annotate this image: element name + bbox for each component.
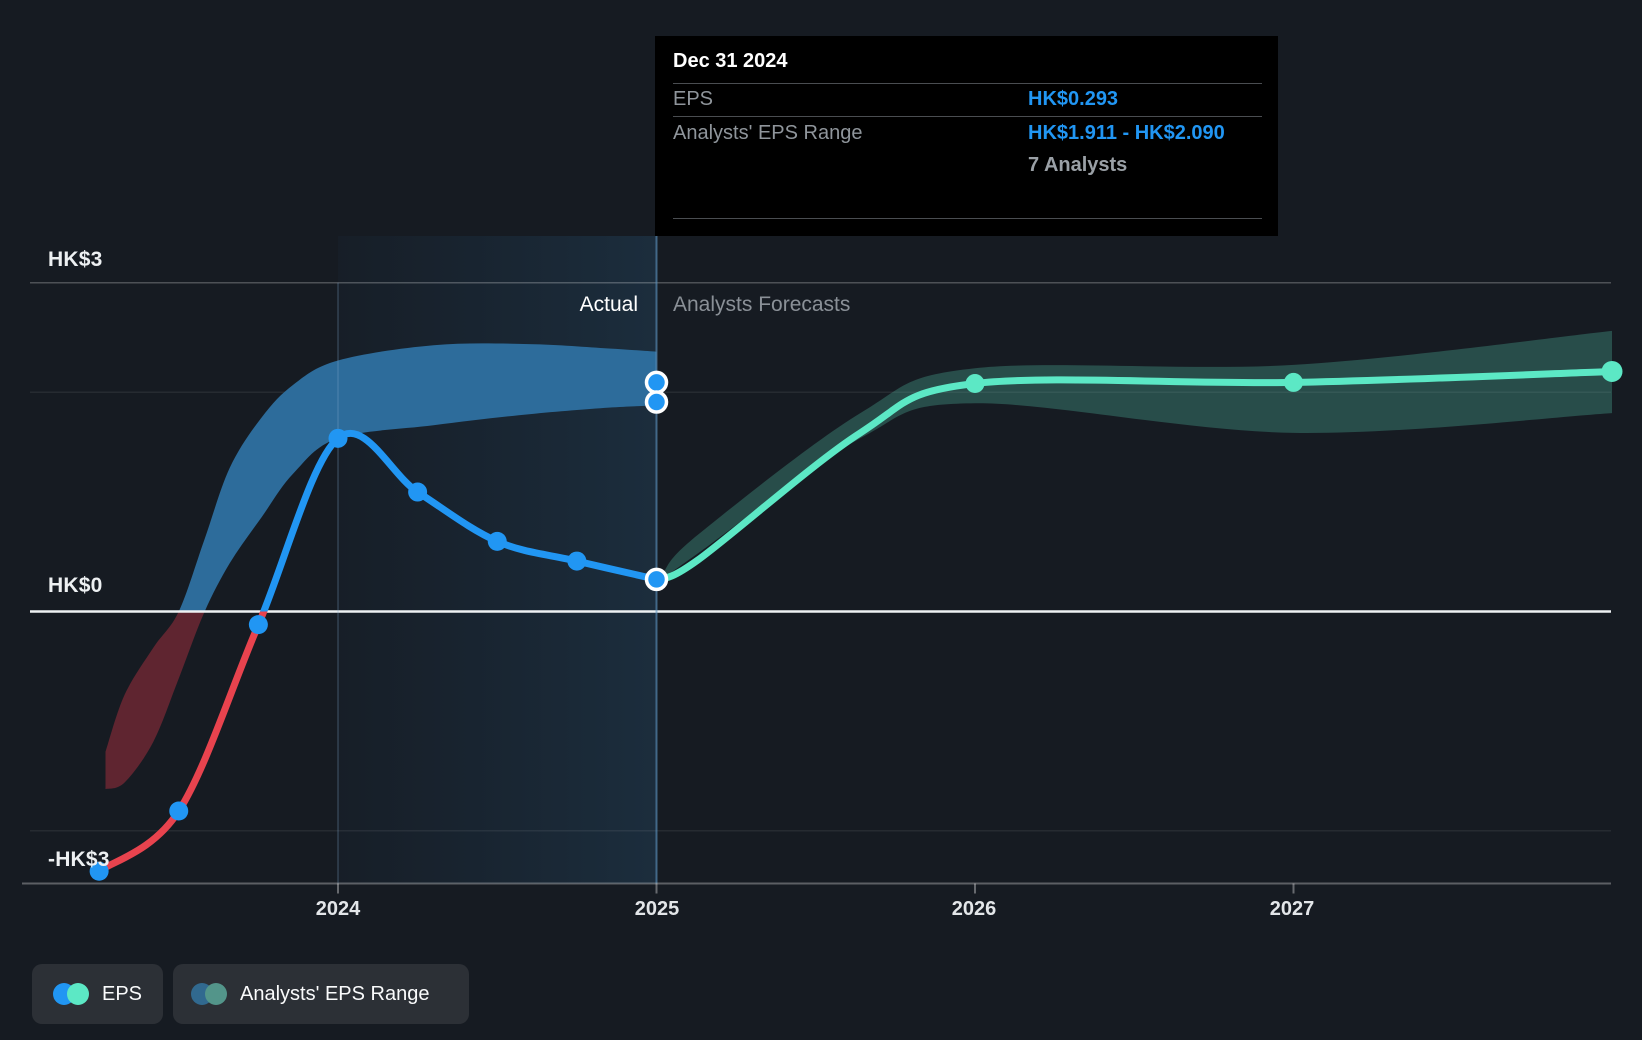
x-axis-label-2024: 2024 [315,898,361,920]
tooltip-eps-value: HK$0.293 [1028,88,1119,110]
eps-point[interactable] [408,482,428,502]
eps-teal-swatch-icon [67,983,89,1005]
actual-range-band-negative [105,611,205,790]
eps-point[interactable] [487,531,507,551]
eps-line-negative [95,611,268,875]
y-axis-label-bottom: -HK$3 [48,848,110,871]
forecast-point[interactable] [1284,372,1303,392]
eps-point[interactable] [248,615,268,635]
tooltip-range-value: HK$1.911 - HK$2.090 [1028,122,1225,144]
tooltip-eps-label: EPS [673,88,714,110]
x-axis-label-2026: 2026 [951,898,997,920]
tooltip-divider [673,116,1262,117]
legend-item-eps[interactable]: EPS [32,964,163,1024]
eps-point[interactable] [328,428,348,448]
forecast-point[interactable] [965,374,985,394]
y-axis-label-zero: HK$0 [48,574,103,597]
highlight-span [338,236,657,884]
x-axis-label-2025: 2025 [634,898,680,920]
eps-point[interactable] [89,861,109,881]
actual-section-label: Actual [579,293,638,316]
eps-point[interactable] [567,551,587,571]
tooltip-analysts-count: 7 Analysts [1028,154,1128,176]
legend-range-label: Analysts' EPS Range [240,982,430,1005]
forecast-section-label: Analysts Forecasts [673,293,851,316]
tooltip-range-label: Analysts' EPS Range [673,122,863,144]
tooltip-divider [673,83,1262,84]
actual-range-band-positive [178,343,657,612]
tooltip-date: Dec 31 2024 [673,50,788,72]
selected-eps-point[interactable] [644,567,669,592]
x-axis-label-2027: 2027 [1269,898,1315,920]
analysts-eps-range-band [662,330,1612,579]
forecast-end-point[interactable] [1601,360,1623,382]
y-axis-label-top: HK$3 [48,248,103,271]
legend-item-analysts-eps-range[interactable]: Analysts' EPS Range [173,964,469,1024]
eps-point[interactable] [169,801,189,821]
range-teal-swatch-icon [205,983,227,1005]
tooltip: Dec 31 2024 EPS HK$0.293 Analysts' EPS R… [655,36,1278,236]
tooltip-divider [673,218,1262,219]
selected-range-low-point[interactable] [644,390,669,414]
legend-eps-label: EPS [102,982,143,1005]
selected-range-high-point[interactable] [644,370,669,395]
